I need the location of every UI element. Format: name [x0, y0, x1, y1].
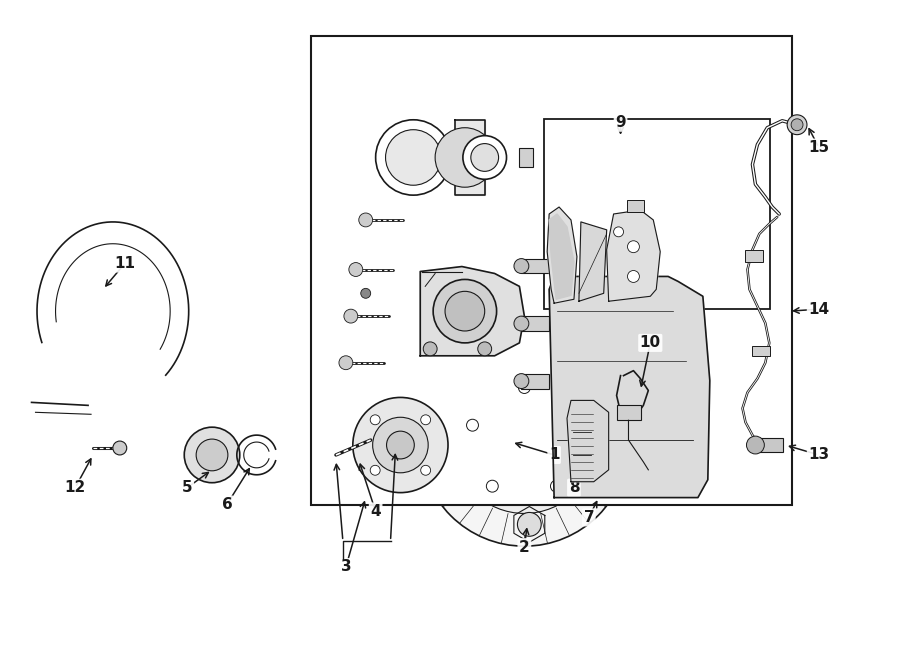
Text: 3: 3	[340, 559, 351, 574]
Circle shape	[361, 288, 371, 298]
Circle shape	[373, 417, 428, 473]
Bar	[521, 373, 549, 389]
Text: 2: 2	[519, 539, 530, 555]
Circle shape	[370, 415, 380, 425]
Text: 11: 11	[114, 256, 135, 271]
Bar	[521, 258, 549, 274]
Circle shape	[627, 270, 639, 282]
Polygon shape	[420, 266, 525, 356]
Circle shape	[551, 481, 562, 492]
Circle shape	[375, 120, 451, 195]
Text: 7: 7	[583, 510, 594, 525]
Circle shape	[359, 213, 373, 227]
Circle shape	[746, 436, 764, 454]
Circle shape	[514, 316, 529, 331]
Circle shape	[196, 439, 228, 471]
Bar	[755, 438, 783, 452]
Circle shape	[370, 465, 380, 475]
Text: 13: 13	[808, 447, 830, 463]
Circle shape	[112, 441, 127, 455]
Polygon shape	[547, 207, 577, 303]
Circle shape	[486, 481, 499, 492]
Circle shape	[349, 262, 363, 276]
Polygon shape	[607, 210, 661, 301]
Circle shape	[385, 130, 441, 185]
Circle shape	[490, 407, 559, 477]
Text: 4: 4	[370, 504, 381, 519]
Circle shape	[614, 227, 624, 237]
Circle shape	[339, 356, 353, 369]
Circle shape	[420, 338, 628, 546]
Text: 15: 15	[808, 140, 830, 155]
Text: 8: 8	[569, 480, 580, 495]
Circle shape	[433, 280, 497, 343]
Text: 12: 12	[65, 480, 86, 495]
Bar	[745, 250, 763, 262]
Bar	[311, 36, 792, 504]
Text: 5: 5	[182, 480, 193, 495]
Bar	[626, 200, 644, 212]
Circle shape	[420, 465, 430, 475]
Bar	[519, 147, 534, 167]
Circle shape	[514, 258, 529, 274]
Polygon shape	[579, 222, 607, 301]
Circle shape	[788, 115, 807, 135]
Circle shape	[435, 128, 495, 187]
Circle shape	[453, 371, 596, 514]
Polygon shape	[567, 401, 608, 482]
Bar	[521, 316, 549, 331]
Circle shape	[518, 381, 530, 393]
Text: 6: 6	[221, 497, 232, 512]
Circle shape	[627, 241, 639, 253]
Circle shape	[518, 512, 541, 536]
Circle shape	[445, 292, 485, 331]
Bar	[544, 119, 770, 309]
Circle shape	[463, 136, 507, 179]
Circle shape	[423, 342, 437, 356]
Circle shape	[791, 119, 803, 131]
Circle shape	[184, 427, 239, 483]
Circle shape	[478, 342, 491, 356]
Text: 1: 1	[549, 447, 560, 463]
Circle shape	[420, 415, 430, 425]
Text: 10: 10	[640, 335, 661, 350]
Circle shape	[571, 419, 582, 431]
Circle shape	[514, 373, 529, 389]
Polygon shape	[549, 214, 574, 299]
Bar	[616, 405, 642, 420]
Circle shape	[471, 143, 499, 171]
Polygon shape	[549, 276, 710, 498]
Bar	[752, 346, 770, 356]
Polygon shape	[455, 120, 485, 195]
Circle shape	[466, 419, 479, 431]
Circle shape	[344, 309, 358, 323]
Text: 14: 14	[808, 301, 830, 317]
Circle shape	[386, 431, 414, 459]
Circle shape	[353, 397, 448, 492]
Text: 9: 9	[616, 115, 625, 130]
